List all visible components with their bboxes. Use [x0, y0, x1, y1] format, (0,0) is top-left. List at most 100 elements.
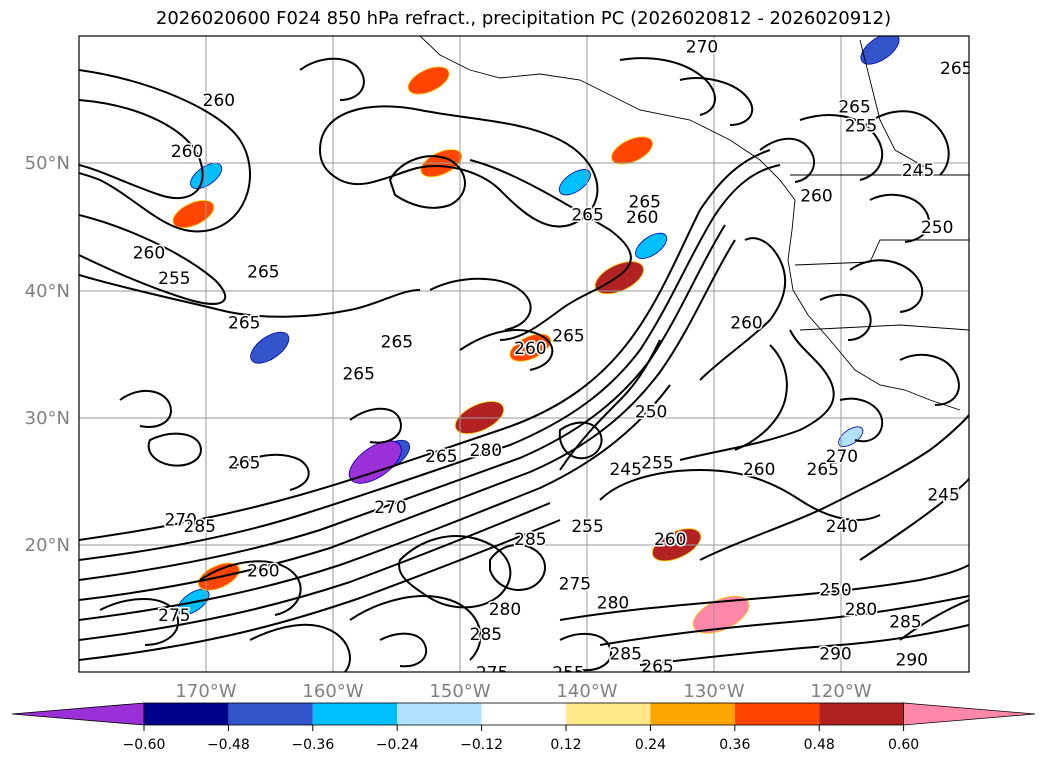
contour-label: 260 [743, 460, 775, 480]
colorbar-label: −0.12 [460, 737, 503, 753]
map-title: 2026020600 F024 850 hPa refract., precip… [155, 8, 892, 29]
colorbar-segment [819, 703, 904, 725]
contour-label: 285 [609, 644, 641, 664]
contour-label: 270 [164, 511, 196, 531]
contour-label: 240 [826, 517, 858, 537]
contour-label: 290 [819, 644, 851, 664]
contour-label: 265 [807, 460, 839, 480]
contour-label: 255 [158, 269, 190, 289]
graticule [79, 36, 969, 672]
contour-label: 275 [476, 663, 508, 683]
longitude-labels: 170°W 160°W 150°W 140°W 130°W 120°W [175, 681, 871, 702]
contour-label: 265 [940, 59, 972, 79]
plot-border [78, 35, 970, 673]
colorbar-segment [734, 703, 820, 725]
lon-label: 150°W [429, 681, 490, 702]
contour-label: 270 [374, 498, 406, 518]
contour-label: 265 [552, 326, 584, 346]
colorbar-segment [481, 703, 566, 725]
contour-label: 285 [514, 530, 546, 550]
precip-patch [172, 200, 215, 229]
colorbar-label: 0.48 [804, 737, 835, 753]
contour-label: 260 [203, 91, 235, 111]
contour-label: 270 [826, 447, 858, 467]
colorbar-label: 0.60 [888, 737, 919, 753]
contour-label: 260 [514, 339, 546, 359]
lat-label: 20°N [25, 535, 70, 556]
contour-label: 265 [228, 453, 260, 473]
lon-label: 130°W [683, 681, 744, 702]
lon-label: 160°W [302, 681, 363, 702]
contour-label: 265 [342, 364, 374, 384]
contour-label: 250 [819, 581, 851, 601]
contour-label: 245 [609, 460, 641, 480]
contour-label: 260 [800, 186, 832, 206]
colorbar-label: −0.48 [207, 737, 250, 753]
contour-label: 260 [626, 208, 658, 228]
precip-patch [509, 333, 552, 362]
contour-label: 255 [571, 517, 603, 537]
contour-label: 245 [927, 485, 959, 505]
contour-label: 265 [571, 205, 603, 225]
colorbar-label: 0.12 [550, 737, 581, 753]
latitude-labels: 50°N 40°N 30°N 20°N [25, 153, 70, 556]
contour-label: 265 [381, 333, 413, 353]
colorbar-segment [312, 703, 398, 725]
contour-label: 270 [686, 38, 718, 58]
precip-patch [250, 331, 290, 364]
contour-label: 260 [654, 530, 686, 550]
contour-label: 260 [171, 142, 203, 162]
contour-labels: 2602702652652552452602502602602652652602… [131, 21, 1023, 683]
colorbar-label: −0.60 [123, 737, 166, 753]
precip-patch [611, 136, 653, 165]
contour-label: 265 [641, 657, 673, 677]
contour-label: 260 [508, 21, 540, 41]
contour-label: 260 [247, 562, 279, 582]
contour-label: 280 [845, 600, 877, 620]
colorbar-segment [650, 703, 735, 725]
colorbar-segment [397, 703, 482, 725]
contour-label: 255 [845, 116, 877, 136]
contour-label: 255 [641, 453, 673, 473]
refractivity-contours [79, 57, 969, 672]
colorbar-segment [566, 703, 651, 725]
lat-label: 40°N [25, 281, 70, 302]
contour-label: 265 [247, 263, 279, 283]
colorbar-segment [228, 703, 313, 725]
colorbar-label: 0.24 [635, 737, 666, 753]
contour-label: 260 [133, 244, 165, 264]
colorbar-extend-min [11, 702, 145, 726]
contour-label: 265 [838, 97, 870, 117]
contour-label: 285 [470, 625, 502, 645]
contour-label: 265 [425, 447, 457, 467]
contour-label: 260 [730, 314, 762, 334]
contour-label: 275 [559, 574, 591, 594]
lon-label: 140°W [556, 681, 617, 702]
contour-label: 250 [991, 581, 1023, 601]
colorbar-label: −0.24 [376, 737, 419, 753]
precip-patch [407, 66, 450, 95]
contour-label: 280 [597, 593, 629, 613]
contour-label: 250 [635, 403, 667, 423]
colorbar-label: 0.36 [719, 737, 750, 753]
contour-label: 275 [158, 606, 190, 626]
precip-patch [635, 232, 668, 259]
contour-label: 290 [896, 651, 928, 671]
lat-label: 50°N [25, 153, 70, 174]
colorbar-segment [144, 703, 229, 725]
contour-label: 285 [184, 517, 216, 537]
coastline [419, 36, 969, 411]
contour-label: 280 [489, 600, 521, 620]
lon-label: 170°W [175, 681, 236, 702]
contour-label: 245 [902, 161, 934, 181]
contour-label: 265 [629, 193, 661, 213]
precip-patch [838, 426, 864, 447]
precip-patch [558, 169, 591, 196]
precipitation-layer [172, 36, 1023, 634]
colorbar: −0.60 −0.48 −0.36 −0.24 −0.12 0.12 0.24 … [11, 702, 1036, 753]
colorbar-extend-max [903, 702, 1036, 726]
contour-label: 285 [889, 612, 921, 632]
precip-patch [965, 388, 1023, 434]
colorbar-label: −0.36 [291, 737, 334, 753]
